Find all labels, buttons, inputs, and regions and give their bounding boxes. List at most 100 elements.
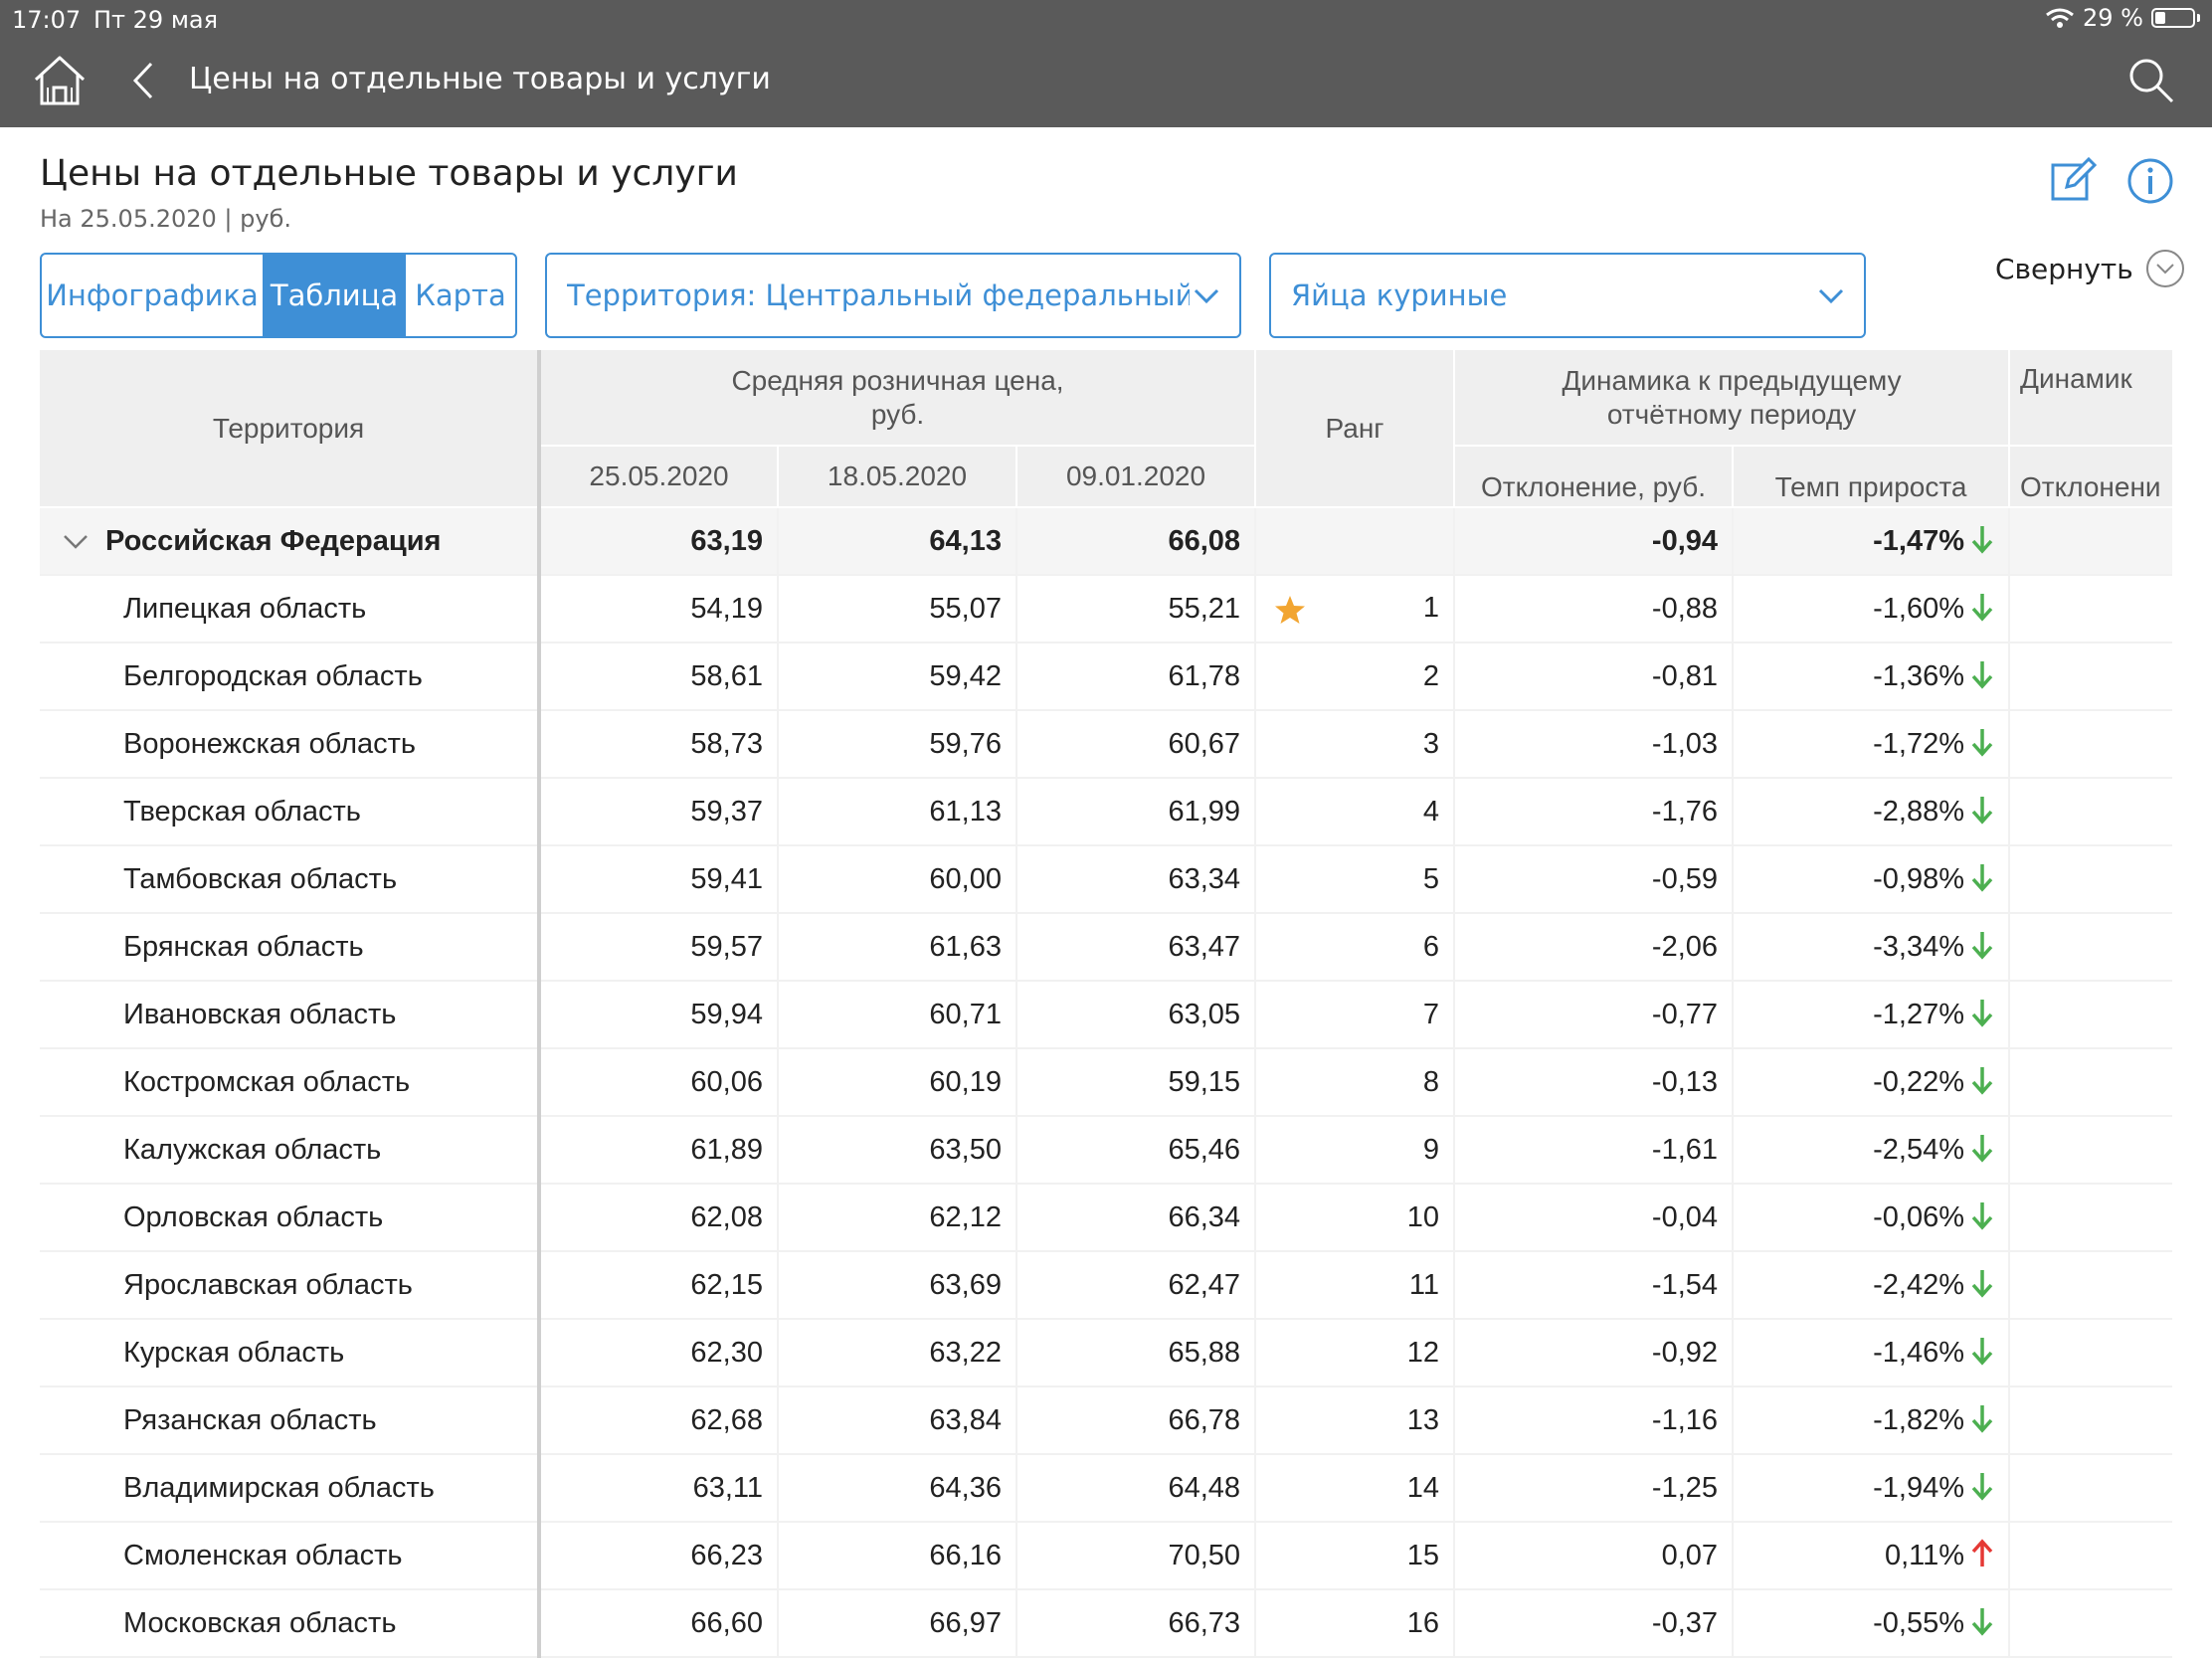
price-cell-1: 60,06 xyxy=(539,1048,779,1117)
price-cell-3: 61,99 xyxy=(1016,778,1257,846)
territory-name: Ивановская область xyxy=(40,981,541,1049)
header-date-3[interactable]: 09.01.2020 xyxy=(1016,446,1257,508)
back-button[interactable] xyxy=(127,58,159,103)
table-row[interactable]: Орловская область 62,08 62,12 66,34 10 -0,04 -… xyxy=(40,1184,2172,1252)
tab-table[interactable]: Таблица xyxy=(263,255,406,336)
territory-cell: Российская Федерация xyxy=(40,507,541,576)
deviation-cell: -0,04 xyxy=(1454,1184,1735,1252)
growth-rate-value: -0,98% xyxy=(1873,863,1965,895)
territory-name: Брянская область xyxy=(40,913,541,982)
table-row[interactable]: Калужская область 61,89 63,50 65,46 9 -1,61 -2… xyxy=(40,1116,2172,1185)
product-dropdown-value: Яйца куриные xyxy=(1291,278,1508,312)
table-row[interactable]: Ярославская область 62,15 63,69 62,47 11 -1,5… xyxy=(40,1251,2172,1320)
rank-value: 12 xyxy=(1406,1336,1440,1369)
territory-name: Липецкая область xyxy=(40,575,541,644)
collapse-button[interactable]: Свернуть xyxy=(1995,249,2185,288)
price-cell-2: 61,13 xyxy=(778,778,1017,846)
deviation-cell: -1,16 xyxy=(1454,1386,1735,1455)
chevron-down-icon xyxy=(1194,288,1219,304)
deviation-cell: -1,54 xyxy=(1454,1251,1735,1320)
growth-rate-value: -1,27% xyxy=(1873,999,1965,1030)
territory-name: Костромская область xyxy=(40,1048,541,1117)
topbar-title: Цены на отдельные товары и услуги xyxy=(189,62,771,96)
extra-cell xyxy=(2009,1251,2172,1320)
status-date: Пт 29 мая xyxy=(93,6,219,34)
territory-name: Курская область xyxy=(40,1319,541,1387)
header-date-1[interactable]: 25.05.2020 xyxy=(539,446,779,508)
view-tabs: Инфографика Таблица Карта xyxy=(40,253,517,338)
territory-name: Орловская область xyxy=(40,1184,541,1252)
rank-cell xyxy=(1255,507,1456,576)
header-deviation: Отклонение, руб. xyxy=(1454,446,1735,508)
table-row[interactable]: Костромская область 60,06 60,19 59,15 8 -0,13… xyxy=(40,1048,2172,1117)
table-row[interactable]: Смоленская область 66,23 66,16 70,50 15 0,07 0… xyxy=(40,1522,2172,1590)
growth-rate-cell: -3,34% xyxy=(1733,913,2011,982)
home-button[interactable] xyxy=(30,52,90,107)
extra-cell xyxy=(2009,1319,2172,1387)
price-cell-2: 62,12 xyxy=(778,1184,1017,1252)
growth-rate-value: -0,06% xyxy=(1873,1201,1965,1233)
tab-map[interactable]: Карта xyxy=(415,278,506,312)
arrow-up-icon xyxy=(1971,1539,1993,1567)
growth-rate-cell: -1,46% xyxy=(1733,1319,2011,1387)
rank-value: 16 xyxy=(1406,1606,1440,1639)
product-dropdown[interactable]: Яйца куриные xyxy=(1269,253,1866,338)
arrow-down-icon xyxy=(1971,1202,1993,1230)
growth-rate-cell: -1,94% xyxy=(1733,1454,2011,1523)
price-cell-2: 60,00 xyxy=(778,845,1017,914)
edit-button[interactable] xyxy=(2049,155,2099,205)
tab-infographic[interactable]: Инфографика xyxy=(46,278,259,312)
price-cell-3: 63,05 xyxy=(1016,981,1257,1049)
table-row[interactable]: Владимирская область 63,11 64,36 64,48 14 -1,… xyxy=(40,1454,2172,1523)
header-date-2[interactable]: 18.05.2020 xyxy=(778,446,1017,508)
table-row[interactable]: Курская область 62,30 63,22 65,88 12 -0,92 -1,… xyxy=(40,1319,2172,1387)
rank-cell: 8 xyxy=(1255,1048,1456,1117)
search-button[interactable] xyxy=(2126,56,2176,105)
rank-value: 11 xyxy=(1408,1268,1440,1301)
price-cell-3: 55,21 xyxy=(1016,575,1257,644)
price-cell-2: 63,84 xyxy=(778,1386,1017,1455)
collapse-label: Свернуть xyxy=(1995,252,2133,285)
arrow-down-icon xyxy=(1971,932,1993,960)
growth-rate-cell: -1,47% xyxy=(1733,507,2011,576)
price-cell-1: 59,37 xyxy=(539,778,779,846)
table-row[interactable]: Липецкая область 54,19 55,07 55,21 1 -0,88 -1,… xyxy=(40,575,2172,644)
territory-name: Калужская область xyxy=(40,1116,541,1185)
battery-cap xyxy=(2197,14,2200,22)
deviation-cell: -0,88 xyxy=(1454,575,1735,644)
extra-cell xyxy=(2009,1522,2172,1590)
price-cell-3: 63,47 xyxy=(1016,913,1257,982)
territory-name: Тамбовская область xyxy=(40,845,541,914)
extra-cell xyxy=(2009,1184,2172,1252)
chevron-down-icon[interactable] xyxy=(62,532,90,552)
price-cell-1: 62,30 xyxy=(539,1319,779,1387)
edit-icon xyxy=(2051,156,2098,201)
deviation-cell: -1,61 xyxy=(1454,1116,1735,1185)
extra-cell xyxy=(2009,575,2172,644)
rank-value: 2 xyxy=(1422,659,1440,692)
prices-table-container[interactable]: Территория Средняя розничная цена, руб. … xyxy=(40,350,2172,1659)
table-row[interactable]: Московская область 66,60 66,97 66,73 16 -0,37… xyxy=(40,1589,2172,1658)
territory-name: Владимирская область xyxy=(40,1454,541,1523)
table-row-total[interactable]: Российская Федерация 63,19 64,13 66,08 -… xyxy=(40,507,2172,576)
table-row[interactable]: Воронежская область 58,73 59,76 60,67 3 -1,03… xyxy=(40,710,2172,779)
growth-rate-value: -1,36% xyxy=(1873,660,1965,692)
price-cell-3: 65,88 xyxy=(1016,1319,1257,1387)
table-row[interactable]: Тверская область 59,37 61,13 61,99 4 -1,76 -2,… xyxy=(40,778,2172,846)
table-row[interactable]: Тамбовская область 59,41 60,00 63,34 5 -0,59 -… xyxy=(40,845,2172,914)
table-row[interactable]: Брянская область 59,57 61,63 63,47 6 -2,06 -3,… xyxy=(40,913,2172,982)
header-rank: Ранг xyxy=(1255,350,1456,508)
table-row[interactable]: Ивановская область 59,94 60,71 63,05 7 -0,77 -… xyxy=(40,981,2172,1049)
search-icon xyxy=(2129,59,2174,103)
growth-rate-cell: -0,55% xyxy=(1733,1589,2011,1658)
growth-rate-cell: -2,54% xyxy=(1733,1116,2011,1185)
top-bar: 17:07 Пт 29 мая 29 % Цены на отдельные т… xyxy=(0,0,2212,127)
table-row[interactable]: Белгородская область 58,61 59,42 61,78 2 -0,8… xyxy=(40,643,2172,711)
table-row[interactable]: Рязанская область 62,68 63,84 66,78 13 -1,16 -… xyxy=(40,1386,2172,1455)
info-button[interactable] xyxy=(2126,157,2174,205)
extra-cell xyxy=(2009,507,2172,576)
territory-dropdown[interactable]: Территория: Центральный федеральный ок xyxy=(545,253,1241,338)
extra-cell xyxy=(2009,913,2172,982)
price-cell-3: 62,47 xyxy=(1016,1251,1257,1320)
rank-value: 14 xyxy=(1406,1471,1440,1504)
